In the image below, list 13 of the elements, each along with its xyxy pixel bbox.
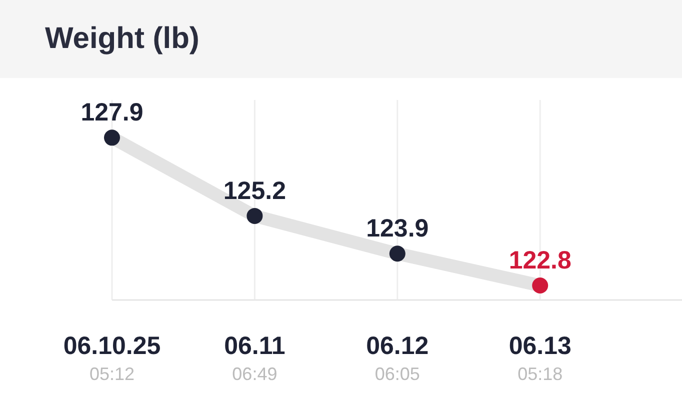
x-tick-label: 06.13 05:18 (508, 332, 572, 384)
x-tick-label: 06.10.25 05:12 (63, 332, 161, 384)
data-label: 127.9 (80, 98, 144, 127)
data-label: 122.8 (508, 246, 572, 275)
point (389, 246, 406, 262)
point (246, 208, 263, 224)
x-tick-label: 06.12 06:05 (366, 332, 429, 384)
chart-title: Weight (lb) (45, 22, 200, 55)
point (104, 130, 120, 146)
data-label: 123.9 (366, 214, 429, 243)
point (532, 278, 548, 294)
data-label: 125.2 (223, 176, 286, 205)
x-tick-label: 06.11 06:49 (224, 332, 286, 384)
